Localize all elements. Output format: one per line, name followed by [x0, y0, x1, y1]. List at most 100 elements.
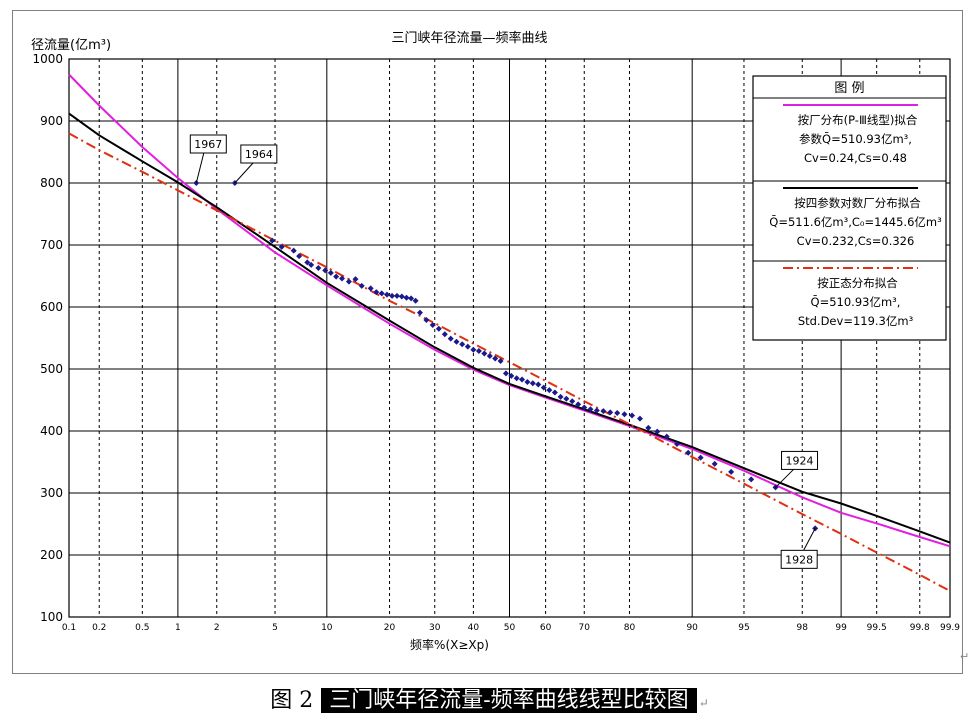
annotation-leader	[234, 160, 256, 184]
observed-data-point	[403, 294, 410, 301]
observed-data-point	[486, 352, 493, 359]
observed-data-point	[470, 346, 477, 353]
y-tick-label: 200	[40, 548, 63, 562]
legend-box	[752, 75, 947, 341]
annotation-box	[240, 144, 278, 164]
observed-data-point	[389, 292, 396, 299]
x-tick-label: 0.1	[62, 623, 76, 633]
observed-data-point	[383, 291, 390, 298]
observed-data-point	[636, 415, 643, 422]
observed-data-point	[551, 389, 558, 396]
x-tick-label: 70	[579, 623, 591, 633]
legend-entry-text: Q̄=511.6亿m³,C₀=1445.6亿m³	[769, 215, 942, 229]
x-tick-label: 95	[738, 623, 749, 633]
x-tick-label: 99.5	[867, 623, 887, 633]
observed-data-point	[508, 372, 515, 379]
observed-data-point	[654, 428, 661, 435]
observed-data-point	[546, 387, 553, 394]
observed-data-point	[333, 273, 340, 280]
annotation-label: 1964	[245, 148, 273, 161]
observed-data-point	[728, 468, 735, 475]
y-tick-label: 400	[40, 424, 63, 438]
observed-data-point	[492, 355, 499, 362]
fitted-curve	[68, 73, 951, 548]
observed-data-point	[529, 380, 536, 387]
x-tick-label: 80	[624, 623, 636, 633]
observed-data-point	[535, 381, 542, 388]
x-tick-label: 30	[429, 623, 441, 633]
fitted-curve	[68, 112, 951, 544]
x-tick-label: 1	[175, 623, 181, 633]
observed-data-point	[290, 247, 297, 254]
annotation-label: 1928	[785, 553, 813, 566]
annotation-label: 1924	[786, 454, 814, 467]
observed-data-point	[497, 357, 504, 364]
y-tick-label: 300	[40, 486, 63, 500]
x-tick-label: 10	[321, 623, 333, 633]
y-tick-label: 600	[40, 300, 63, 314]
annotation-label: 1967	[194, 138, 222, 151]
x-tick-label: 20	[384, 623, 396, 633]
caption-text: 三门峡年径流量-频率曲线线型比较图	[321, 688, 697, 713]
paragraph-mark-icon: ↵	[698, 696, 709, 710]
observed-data-point	[673, 441, 680, 448]
observed-data-point	[367, 285, 374, 292]
observed-data-point	[315, 264, 322, 271]
observed-data-point	[322, 267, 329, 274]
caption-number: 图 2	[270, 688, 314, 713]
observed-data-point	[429, 321, 436, 328]
observed-data-point	[524, 379, 531, 386]
x-tick-label: 99	[835, 623, 847, 633]
observed-data-point	[308, 261, 315, 268]
x-tick-label: 40	[468, 623, 480, 633]
legend-entry-text: 按正态分布拟合	[817, 276, 898, 290]
observed-data-point	[663, 433, 670, 440]
observed-data-point	[748, 476, 755, 483]
observed-data-point	[629, 412, 636, 419]
observed-data-point	[697, 454, 704, 461]
observed-data-point	[453, 338, 460, 345]
figure-caption: 图 2 三门峡年径流量-频率曲线线型比较图 ↵	[0, 684, 979, 720]
y-tick-label: 100	[40, 610, 63, 624]
annotation-leader	[195, 150, 205, 184]
x-tick-label: 2	[214, 623, 220, 633]
legend-entry-text: Cv=0.24,Cs=0.48	[804, 151, 907, 165]
observed-data-point	[378, 290, 385, 297]
observed-data-point	[502, 370, 509, 377]
y-axis-label: 径流量(亿m³)	[31, 38, 111, 53]
y-tick-label: 500	[40, 362, 63, 376]
figure-frame: 三门峡年径流量—频率曲线 径流量(亿m³) 100 200 300 400 500 600 70…	[12, 10, 963, 674]
observed-data-point	[352, 276, 359, 283]
observed-data-point	[464, 343, 471, 350]
legend-entry-text: Q̄=510.93亿m³,	[811, 295, 901, 309]
observed-data-point	[575, 401, 582, 408]
legend-entry-text: 按厂分布(P-Ⅲ线型)拟合	[798, 113, 918, 127]
x-tick-label: 99.8	[910, 623, 930, 633]
observed-data-point	[358, 282, 365, 289]
annotation-leader	[775, 467, 796, 488]
x-tick-label: 60	[540, 623, 552, 633]
observed-data-point	[441, 331, 448, 338]
observed-data-point	[304, 259, 311, 266]
observed-data-point	[447, 335, 454, 342]
x-tick-label: 50	[504, 623, 516, 633]
observed-data-point	[587, 406, 594, 413]
observed-data-point	[557, 393, 564, 400]
observed-data-point	[459, 341, 466, 348]
x-tick-label: 5	[272, 623, 278, 633]
observed-data-point	[621, 411, 628, 418]
observed-data-point	[481, 350, 488, 357]
paragraph-mark-icon: ↵	[960, 650, 970, 663]
legend-entry-text: Cv=0.232,Cs=0.326	[797, 234, 915, 248]
x-tick-label: 98	[797, 623, 809, 633]
observed-data-point	[408, 295, 415, 302]
observed-data-point	[398, 293, 405, 300]
observed-data-point	[593, 407, 600, 414]
annotation-box	[189, 134, 227, 154]
observed-data-point	[600, 408, 607, 415]
x-tick-label: 90	[686, 623, 698, 633]
observed-data-point	[412, 297, 419, 304]
legend-entry-text: 按四参数对数厂分布拟合	[794, 196, 921, 210]
legend-entry-text: Std.Dev=119.3亿m³	[798, 314, 914, 328]
